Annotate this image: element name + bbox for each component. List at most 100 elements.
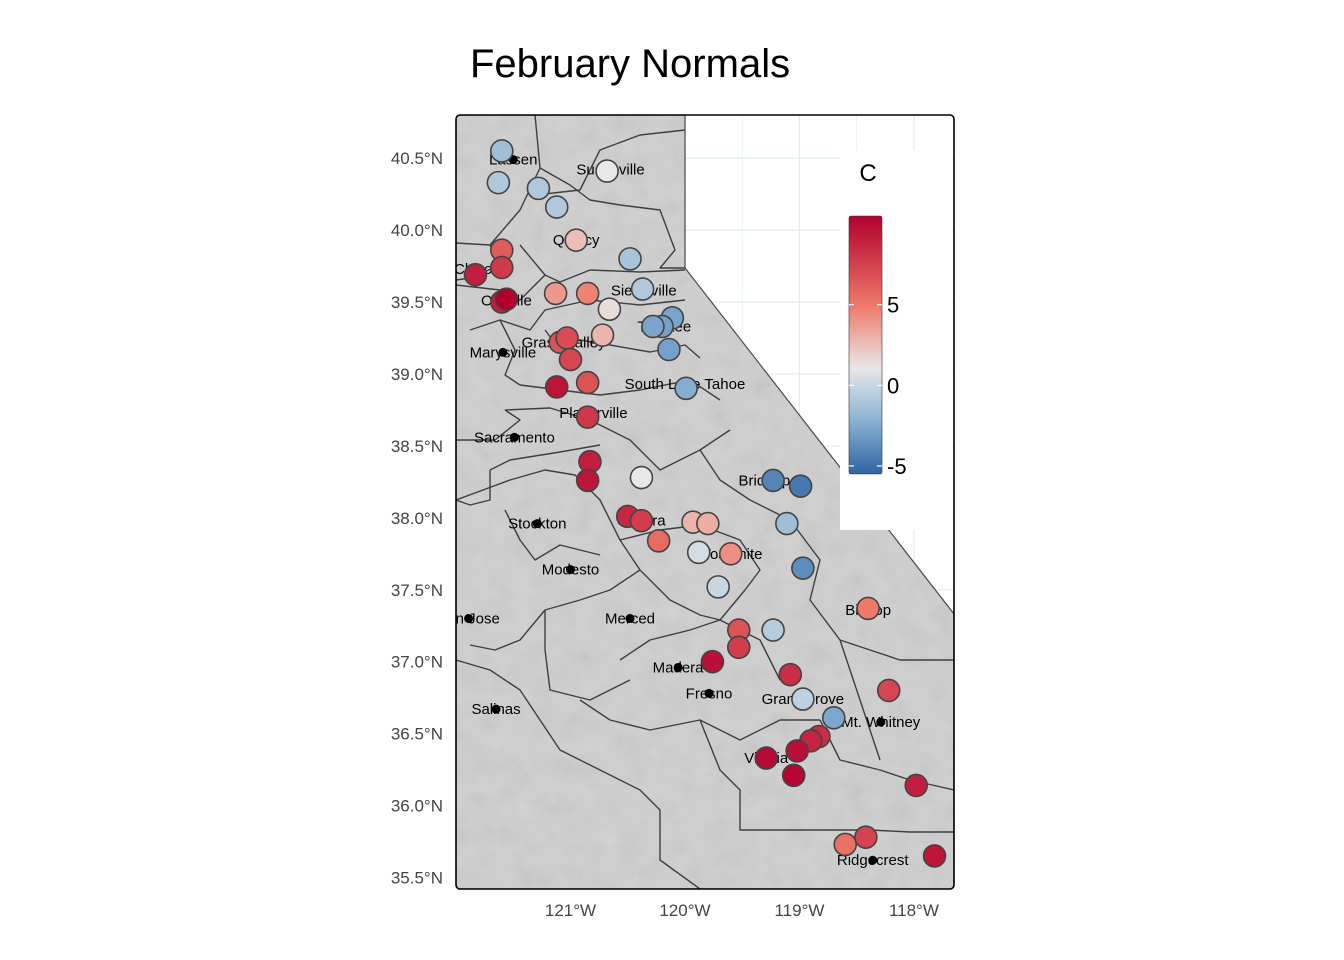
y-tick-label: 36.0°N <box>391 797 443 816</box>
hillshade-texture <box>456 115 954 889</box>
y-tick-label: 38.0°N <box>391 509 443 528</box>
station-point <box>761 468 785 493</box>
y-tick-label: 37.5°N <box>391 581 443 600</box>
city-label: Sacramento <box>474 429 555 446</box>
station-point <box>854 825 878 850</box>
color-legend: C -5 0 5 <box>840 150 952 530</box>
station-point <box>833 832 858 857</box>
y-tick-label: 40.5°N <box>391 149 443 168</box>
land-area <box>456 115 954 889</box>
city-label: Madera <box>653 659 705 676</box>
station-point <box>904 773 929 798</box>
x-axis: 121°W 120°W 119°W 118°W <box>545 901 939 920</box>
station-point <box>821 705 846 730</box>
station-point <box>618 247 642 271</box>
station-point <box>489 139 514 163</box>
station-point <box>575 281 600 306</box>
city-dot <box>625 614 635 624</box>
station-point <box>922 844 947 868</box>
station-point <box>700 649 725 674</box>
y-tick-label: 37.0°N <box>391 653 443 672</box>
station-point <box>781 763 806 788</box>
city-dot <box>464 614 474 624</box>
x-tick-label: 119°W <box>774 901 824 920</box>
y-tick-label: 38.5°N <box>391 437 443 456</box>
station-point <box>696 511 720 536</box>
city-label: Merced <box>605 611 655 628</box>
city-dot <box>868 855 878 865</box>
city-dot <box>565 565 575 575</box>
station-points <box>463 139 947 868</box>
x-tick-label: 120°W <box>659 901 710 920</box>
y-tick-label: 35.5°N <box>391 868 443 887</box>
y-tick-label: 39.5°N <box>391 293 443 312</box>
station-point <box>463 262 488 287</box>
y-axis: 40.5°N 40.0°N 39.5°N 39.0°N 38.5°N 38.0°N 37.5… <box>391 149 443 887</box>
city-label: Mt. Whitney <box>841 714 921 731</box>
station-point <box>597 297 622 322</box>
station-point <box>706 575 730 599</box>
station-point <box>778 662 803 687</box>
city-dot <box>673 662 683 672</box>
station-point <box>489 255 514 280</box>
city-dot <box>498 347 508 357</box>
city-dot <box>704 688 714 698</box>
city-label: Ridgecrest <box>837 852 910 869</box>
x-tick-label: 118°W <box>889 901 939 920</box>
station-point <box>775 511 799 536</box>
station-point <box>543 281 568 306</box>
station-point <box>590 323 615 347</box>
station-point <box>641 314 665 339</box>
station-point <box>494 287 519 311</box>
y-tick-label: 39.0°N <box>391 365 443 384</box>
station-point <box>718 541 743 566</box>
station-point <box>629 465 654 490</box>
city-label: Modesto <box>542 562 600 579</box>
station-point <box>856 596 880 621</box>
station-point <box>761 618 785 642</box>
station-point <box>526 176 551 201</box>
station-point <box>657 337 681 362</box>
station-point <box>876 678 901 703</box>
legend-tick-label: -5 <box>887 454 907 479</box>
y-tick-label: 36.5°N <box>391 725 443 744</box>
station-point <box>575 468 600 493</box>
station-point <box>486 170 511 195</box>
station-point <box>686 540 711 565</box>
city-label: Fresno <box>686 685 733 702</box>
station-point <box>595 159 619 183</box>
station-point <box>564 228 589 252</box>
city-dot <box>491 704 501 714</box>
station-point <box>555 326 579 350</box>
station-point <box>558 347 583 372</box>
station-point <box>575 405 600 429</box>
city-label: Marysville <box>470 344 537 361</box>
city-dot <box>876 717 886 727</box>
station-point <box>674 376 698 401</box>
station-point <box>646 529 671 553</box>
station-point <box>629 508 654 533</box>
city-label: Salinas <box>471 701 520 718</box>
y-tick-label: 40.0°N <box>391 221 443 240</box>
station-point <box>785 739 809 763</box>
station-point <box>544 195 569 219</box>
panel-border <box>455 114 955 890</box>
city-label: San Jose <box>437 611 500 628</box>
station-point <box>726 635 751 660</box>
legend-tick-label: 0 <box>887 373 899 398</box>
city-dot <box>532 519 542 529</box>
map-title: February Normals <box>470 42 791 86</box>
city-dot <box>509 432 519 442</box>
station-point <box>630 277 655 301</box>
legend-tick-label: 5 <box>887 293 899 318</box>
station-point <box>791 687 815 711</box>
x-tick-label: 121°W <box>545 901 596 920</box>
legend-title: C <box>859 160 876 187</box>
station-point <box>788 474 813 498</box>
station-point <box>791 556 815 580</box>
station-point <box>575 370 600 395</box>
legend-colorbar <box>848 215 883 475</box>
station-point <box>544 375 569 399</box>
